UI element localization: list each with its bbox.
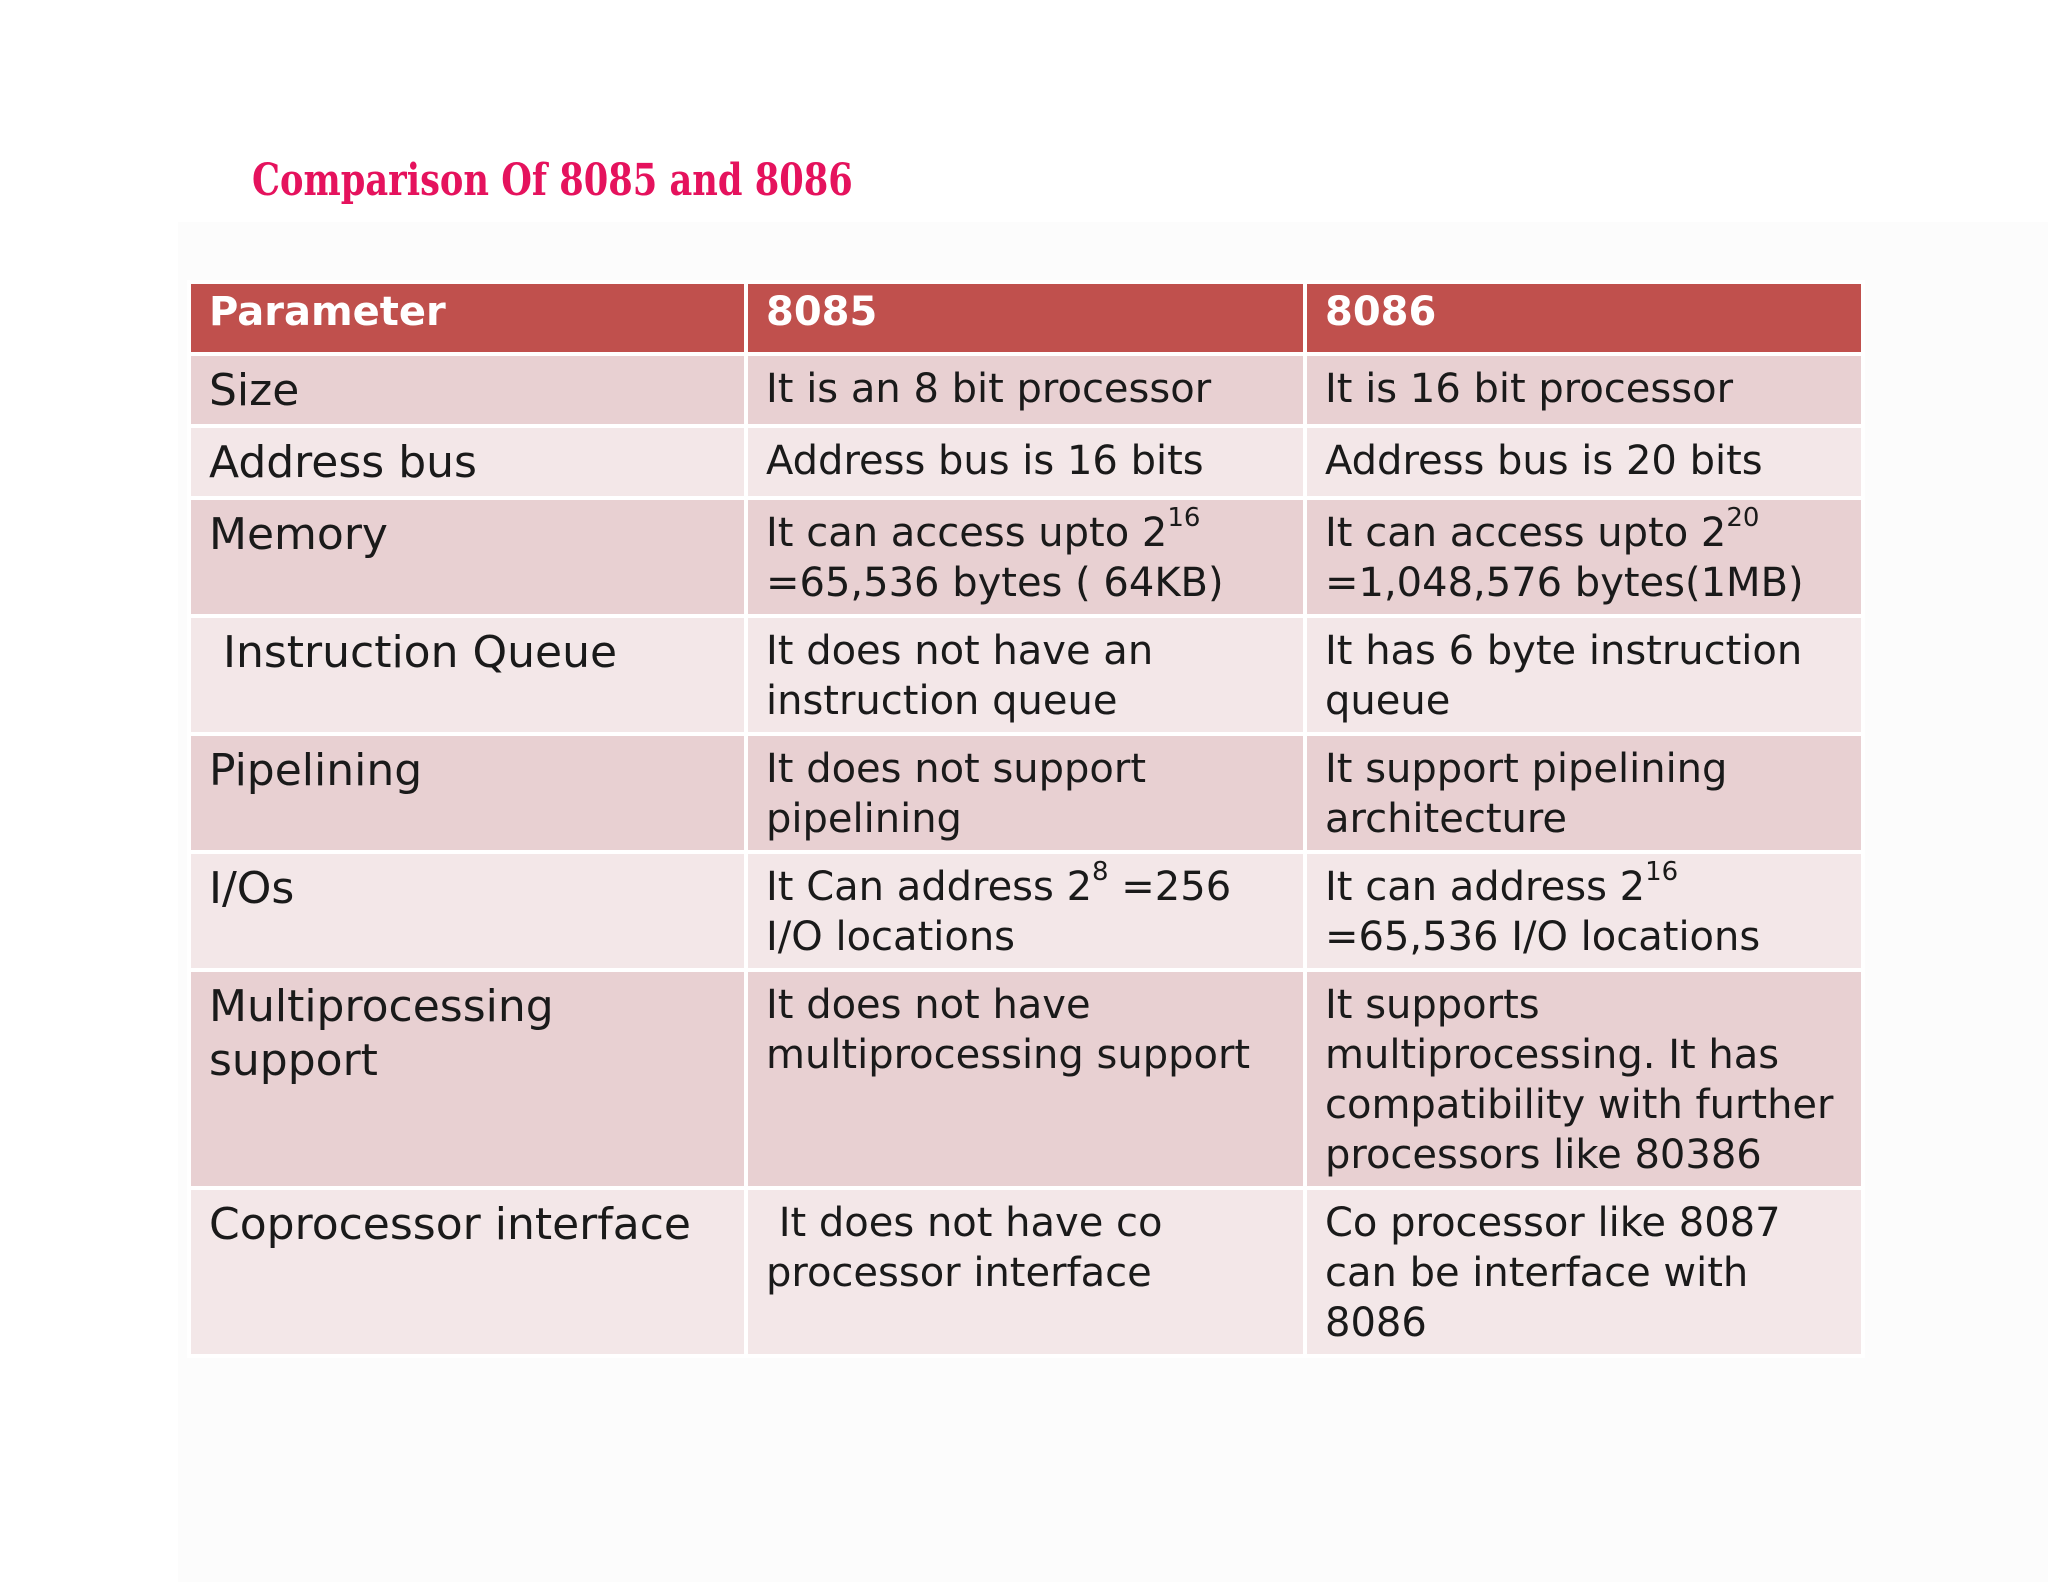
cell-8086: It can address 216 =65,536 I/O locations	[1303, 850, 1865, 972]
cell-text: =65,536 bytes ( 64KB)	[766, 560, 1224, 606]
cell-8085: It can access upto 216 =65,536 bytes ( 64…	[744, 496, 1307, 618]
page-title: Comparison Of 8085 and 8086	[252, 155, 853, 206]
cell-8086: It is 16 bit processor	[1303, 352, 1865, 428]
table-row: Pipelining It does not support pipelinin…	[187, 732, 1865, 854]
row-parameter: I/Os	[187, 850, 748, 972]
superscript: 8	[1092, 856, 1109, 887]
cell-8086: It supports multiprocessing. It has comp…	[1303, 968, 1865, 1190]
header-row: Parameter 8085 8086	[187, 280, 1865, 356]
cell-8086: It support pipelining architecture	[1303, 732, 1865, 854]
header-8086: 8086	[1303, 280, 1865, 356]
cell-8086: Co processor like 8087 can be interface …	[1303, 1186, 1865, 1358]
table-row: Multiprocessing support It does not have…	[187, 968, 1865, 1190]
table-row: Memory It can access upto 216 =65,536 byt…	[187, 496, 1865, 618]
cell-text: It can address 2	[1325, 864, 1646, 910]
cell-text: It Can address 2	[766, 864, 1093, 910]
header-parameter: Parameter	[187, 280, 748, 356]
table-row: Size It is an 8 bit processor It is 16 b…	[187, 352, 1865, 428]
cell-8085: Address bus is 16 bits	[744, 424, 1307, 500]
cell-8085: It does not have multiprocessing support	[744, 968, 1307, 1190]
cell-text: It can access upto 2	[766, 510, 1168, 556]
row-parameter: Memory	[187, 496, 748, 618]
superscript: 20	[1726, 502, 1760, 533]
table-row: Coprocessor interface It does not have c…	[187, 1186, 1865, 1358]
cell-8085: It does not support pipelining	[744, 732, 1307, 854]
cell-text: =65,536 I/O locations	[1325, 914, 1761, 960]
row-parameter: Size	[187, 352, 748, 428]
header-8085: 8085	[744, 280, 1307, 356]
cell-8085: It does not have an instruction queue	[744, 614, 1307, 736]
cell-8086: It has 6 byte instruction queue	[1303, 614, 1865, 736]
superscript: 16	[1167, 502, 1201, 533]
cell-8086: Address bus is 20 bits	[1303, 424, 1865, 500]
cell-8085: It Can address 28 =256 I/O locations	[744, 850, 1307, 972]
cell-8086: It can access upto 220 =1,048,576 bytes(1…	[1303, 496, 1865, 618]
row-parameter: Instruction Queue	[187, 614, 748, 736]
row-parameter: Address bus	[187, 424, 748, 500]
row-parameter: Coprocessor interface	[187, 1186, 748, 1358]
table-row: Address bus Address bus is 16 bits Addre…	[187, 424, 1865, 500]
comparison-table: Parameter 8085 8086 Size It is an 8 bit …	[187, 280, 1865, 1358]
superscript: 16	[1645, 856, 1679, 887]
cell-text: =256 I/O locations	[766, 864, 1232, 960]
cell-text: =1,048,576 bytes(1MB)	[1325, 560, 1804, 606]
table-row: I/Os It Can address 28 =256 I/O location…	[187, 850, 1865, 972]
table-body: Size It is an 8 bit processor It is 16 b…	[187, 352, 1865, 1358]
table-row: Instruction Queue It does not have an in…	[187, 614, 1865, 736]
table-header: Parameter 8085 8086	[187, 280, 1865, 356]
row-parameter: Multiprocessing support	[187, 968, 748, 1190]
cell-8085: It does not have co processor interface	[744, 1186, 1307, 1358]
cell-8085: It is an 8 bit processor	[744, 352, 1307, 428]
cell-text: It can access upto 2	[1325, 510, 1727, 556]
row-parameter: Pipelining	[187, 732, 748, 854]
